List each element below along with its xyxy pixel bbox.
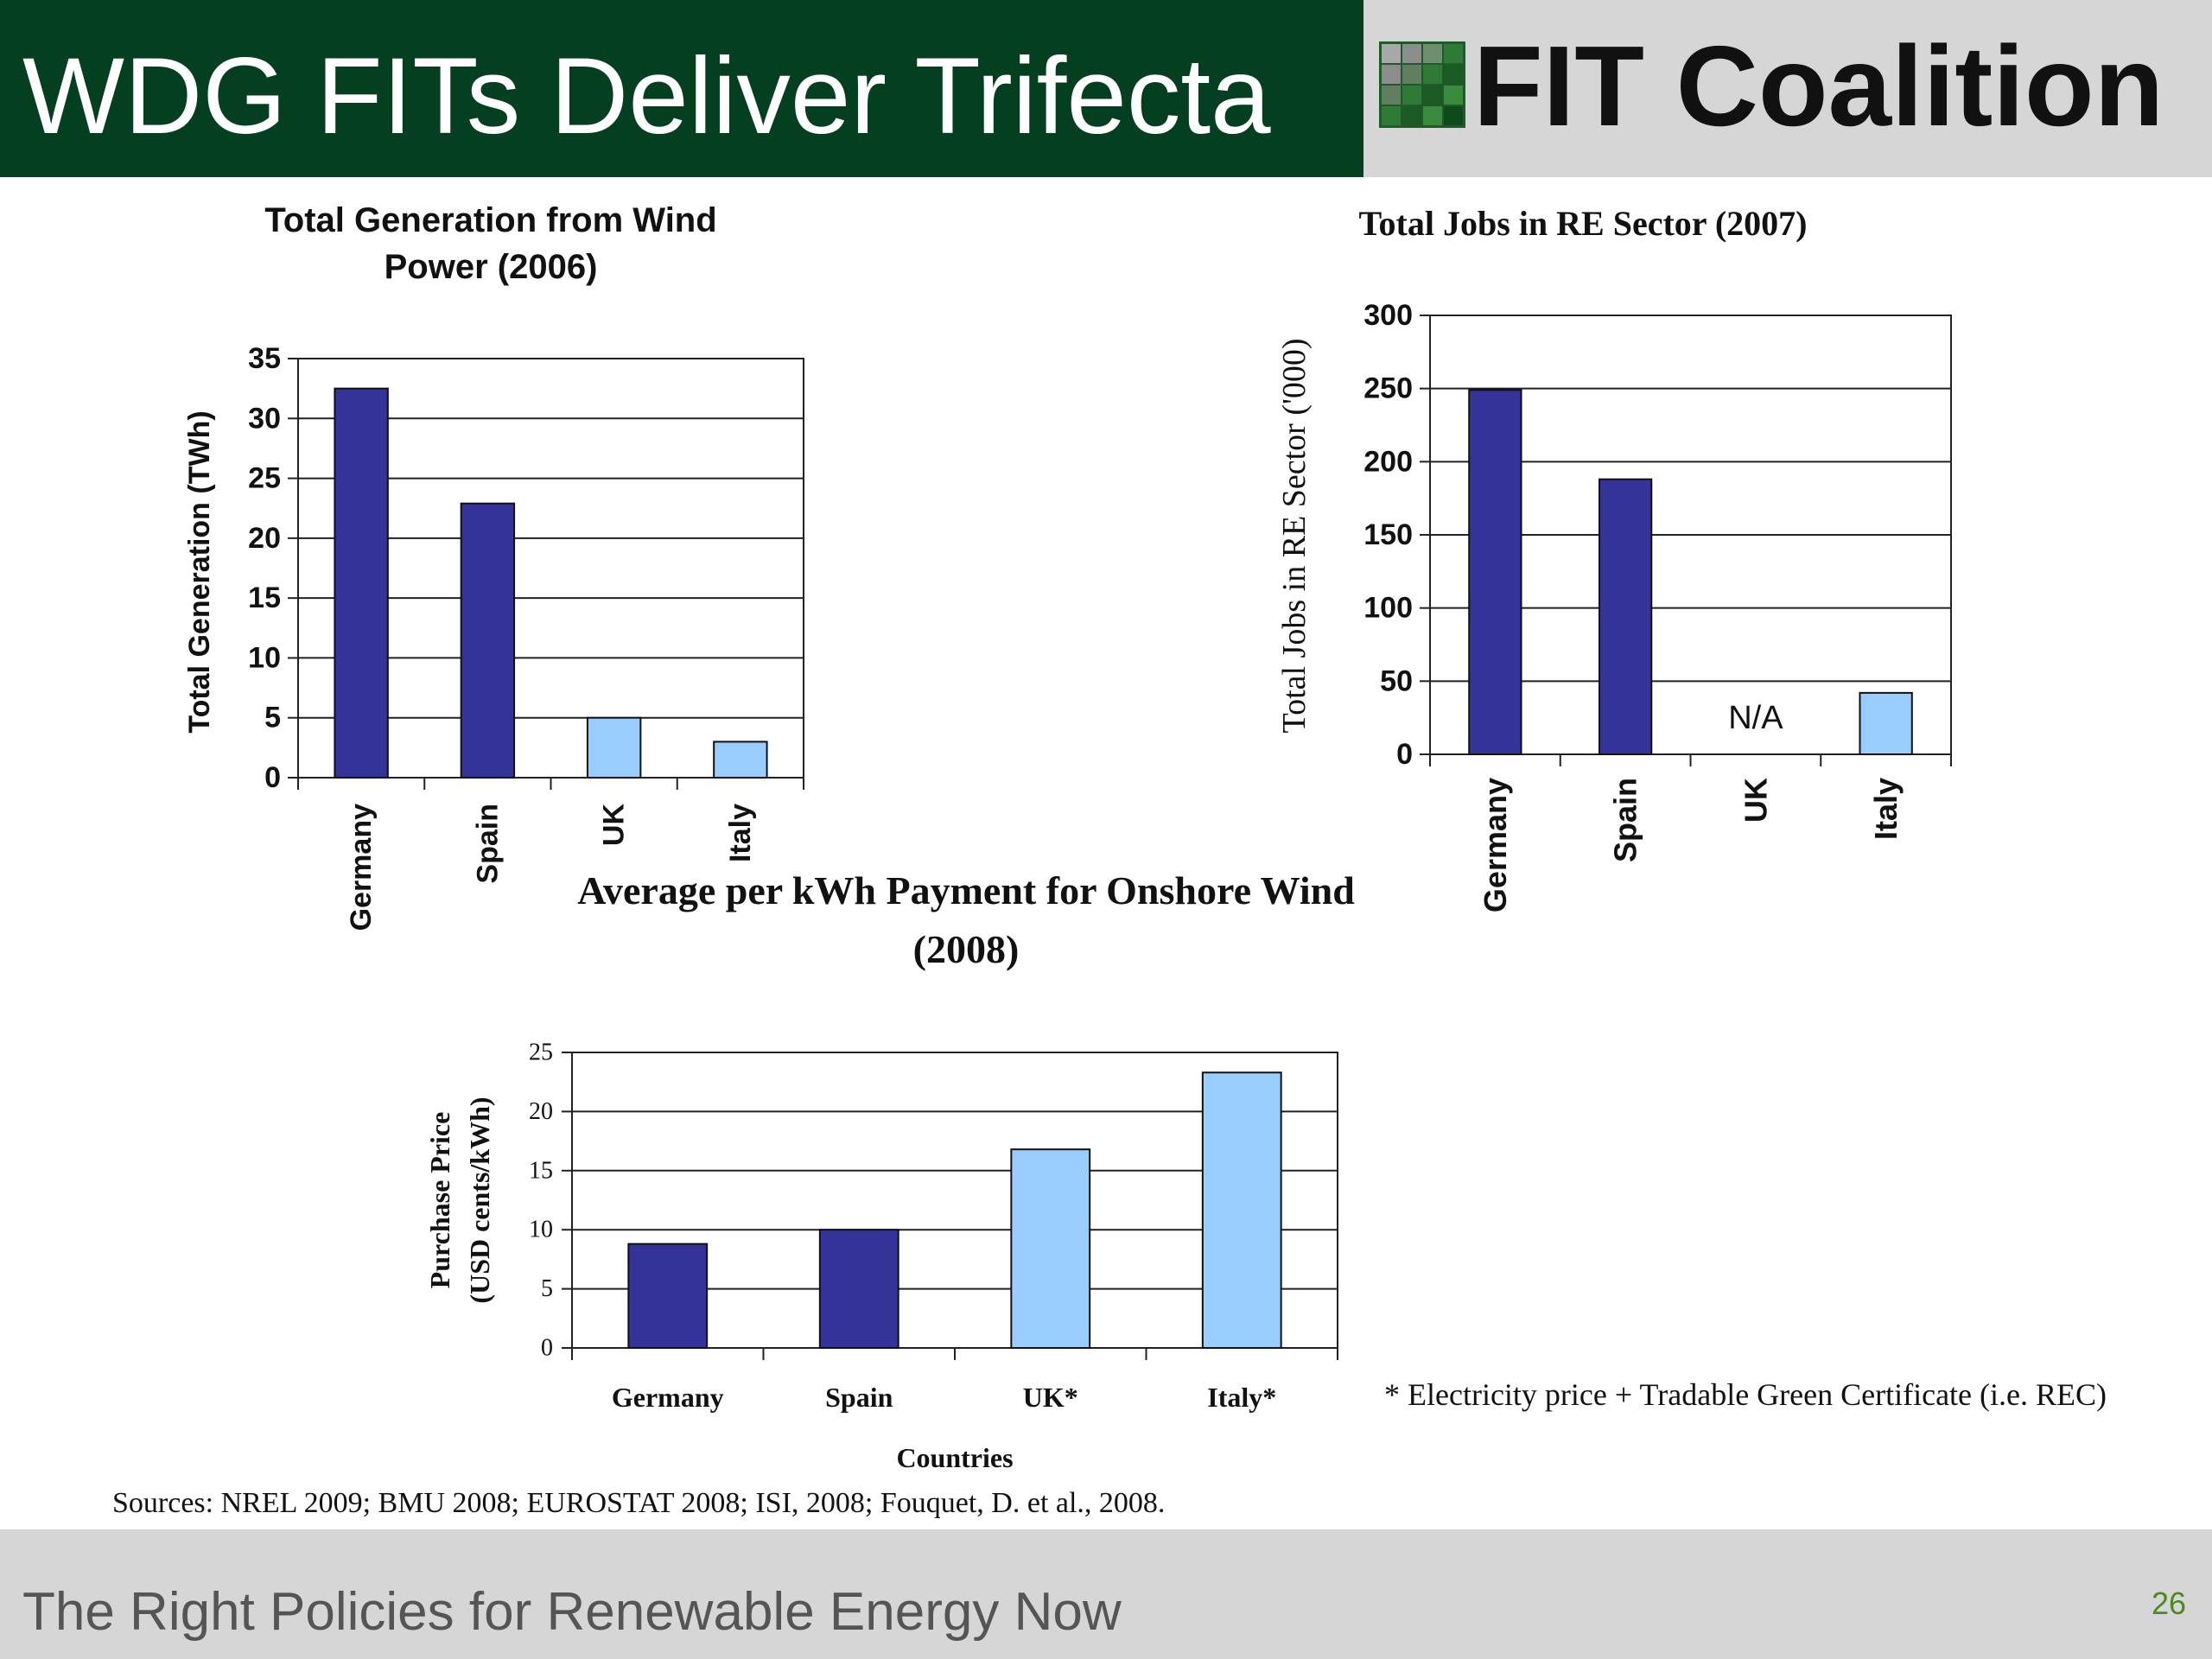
- chart0-category-label: Germany: [345, 804, 378, 931]
- chart0-category-label: Spain: [471, 804, 504, 884]
- chart0-title-line: Power (2006): [385, 248, 598, 286]
- chart2-title-line: (2008): [913, 927, 1020, 971]
- chart0-y-tick-label: 25: [248, 462, 281, 495]
- chart2-x-axis-label: Countries: [896, 1442, 1013, 1473]
- logo-text: FIT Coalition: [1473, 22, 2164, 149]
- chart0-y-tick-label: 5: [264, 702, 281, 734]
- chart1-bar-germany: [1468, 389, 1522, 755]
- chart2-y-tick-label: 0: [541, 1335, 553, 1362]
- chart2-y-tick-label: 25: [529, 1039, 553, 1066]
- chart1-category-label: Italy: [1868, 778, 1904, 840]
- chart2-bar-spain: [818, 1229, 899, 1349]
- chart0-category-label: Italy: [724, 804, 757, 862]
- chart0-y-tick-label: 15: [248, 582, 281, 614]
- chart1-y-tick-label: 200: [1363, 445, 1413, 478]
- chart0-title-line: Total Generation from Wind: [264, 201, 716, 239]
- chart2-y-tick-label: 10: [529, 1217, 553, 1243]
- chart0-y-tick-label: 10: [248, 641, 281, 674]
- chart0-category-label: UK: [598, 804, 631, 847]
- footer-bar: [0, 1529, 2212, 1659]
- chart2-y-tick-label: 5: [541, 1275, 553, 1302]
- chart1-y-axis-label: Total Jobs in RE Sector ('000): [1276, 339, 1313, 734]
- chart2-y-tick-label: 20: [529, 1098, 553, 1125]
- chart1-category-label: UK: [1738, 778, 1773, 823]
- chart2-category-label: Spain: [825, 1382, 893, 1413]
- chart1-y-tick-label: 150: [1363, 518, 1413, 551]
- slide-title: WDG FITs Deliver Trifecta: [22, 36, 1271, 156]
- footer-tagline: The Right Policies for Renewable Energy …: [22, 1582, 1122, 1642]
- chart0-y-tick-label: 35: [248, 342, 281, 375]
- chart0-y-tick-label: 30: [248, 402, 281, 435]
- chart2-y-axis-label-line: (USD cents/kWh): [464, 1096, 495, 1303]
- chart1-y-tick-label: 250: [1363, 372, 1413, 405]
- chart0-y-tick-label: 20: [248, 522, 281, 555]
- chart1-title-line: Total Jobs in RE Sector (2007): [1359, 204, 1808, 243]
- chart0-y-axis-label: Total Generation (TWh): [183, 410, 216, 733]
- chart2-category-label: Italy*: [1207, 1382, 1276, 1413]
- header-title-bar: [0, 0, 1363, 177]
- chart1-y-tick-label: 100: [1363, 592, 1413, 625]
- chart0-bar-italy: [713, 741, 768, 779]
- chart1-annotation-na: N/A: [1728, 700, 1783, 736]
- grid-squares-logo-icon: [1379, 41, 1465, 128]
- chart1-bar-italy: [1859, 691, 1913, 756]
- footnote: * Electricity price + Tradable Green Cer…: [1384, 1377, 2107, 1412]
- header-logo-bar: [1363, 0, 2212, 177]
- chart2-bar-germany: [627, 1243, 709, 1349]
- chart2-category-label: UK*: [1023, 1382, 1078, 1413]
- chart1-bar-spain: [1598, 478, 1653, 755]
- chart1-y-tick-label: 50: [1380, 664, 1413, 697]
- chart1-category-label: Germany: [1478, 778, 1513, 912]
- chart0-bar-uk: [586, 716, 642, 779]
- chart2-category-label: Germany: [612, 1382, 724, 1413]
- chart2-bar-uk: [1010, 1148, 1091, 1350]
- chart0-bar-spain: [460, 502, 516, 779]
- chart0-y-tick-label: 0: [264, 761, 281, 794]
- sources-note: Sources: NREL 2009; BMU 2008; EUROSTAT 2…: [112, 1487, 1166, 1519]
- page-number: 26: [2152, 1586, 2187, 1621]
- chart2-title-line: Average per kWh Payment for Onshore Wind: [577, 868, 1355, 912]
- chart1-y-tick-label: 0: [1396, 738, 1413, 771]
- chart1-category-label: Spain: [1608, 778, 1643, 862]
- chart0-bar-germany: [334, 387, 389, 779]
- chart2-y-tick-label: 15: [529, 1157, 553, 1184]
- chart2-bar-italy: [1201, 1071, 1282, 1349]
- chart1-y-tick-label: 300: [1363, 299, 1413, 332]
- chart2-y-axis-label-line: Purchase Price: [424, 1112, 455, 1289]
